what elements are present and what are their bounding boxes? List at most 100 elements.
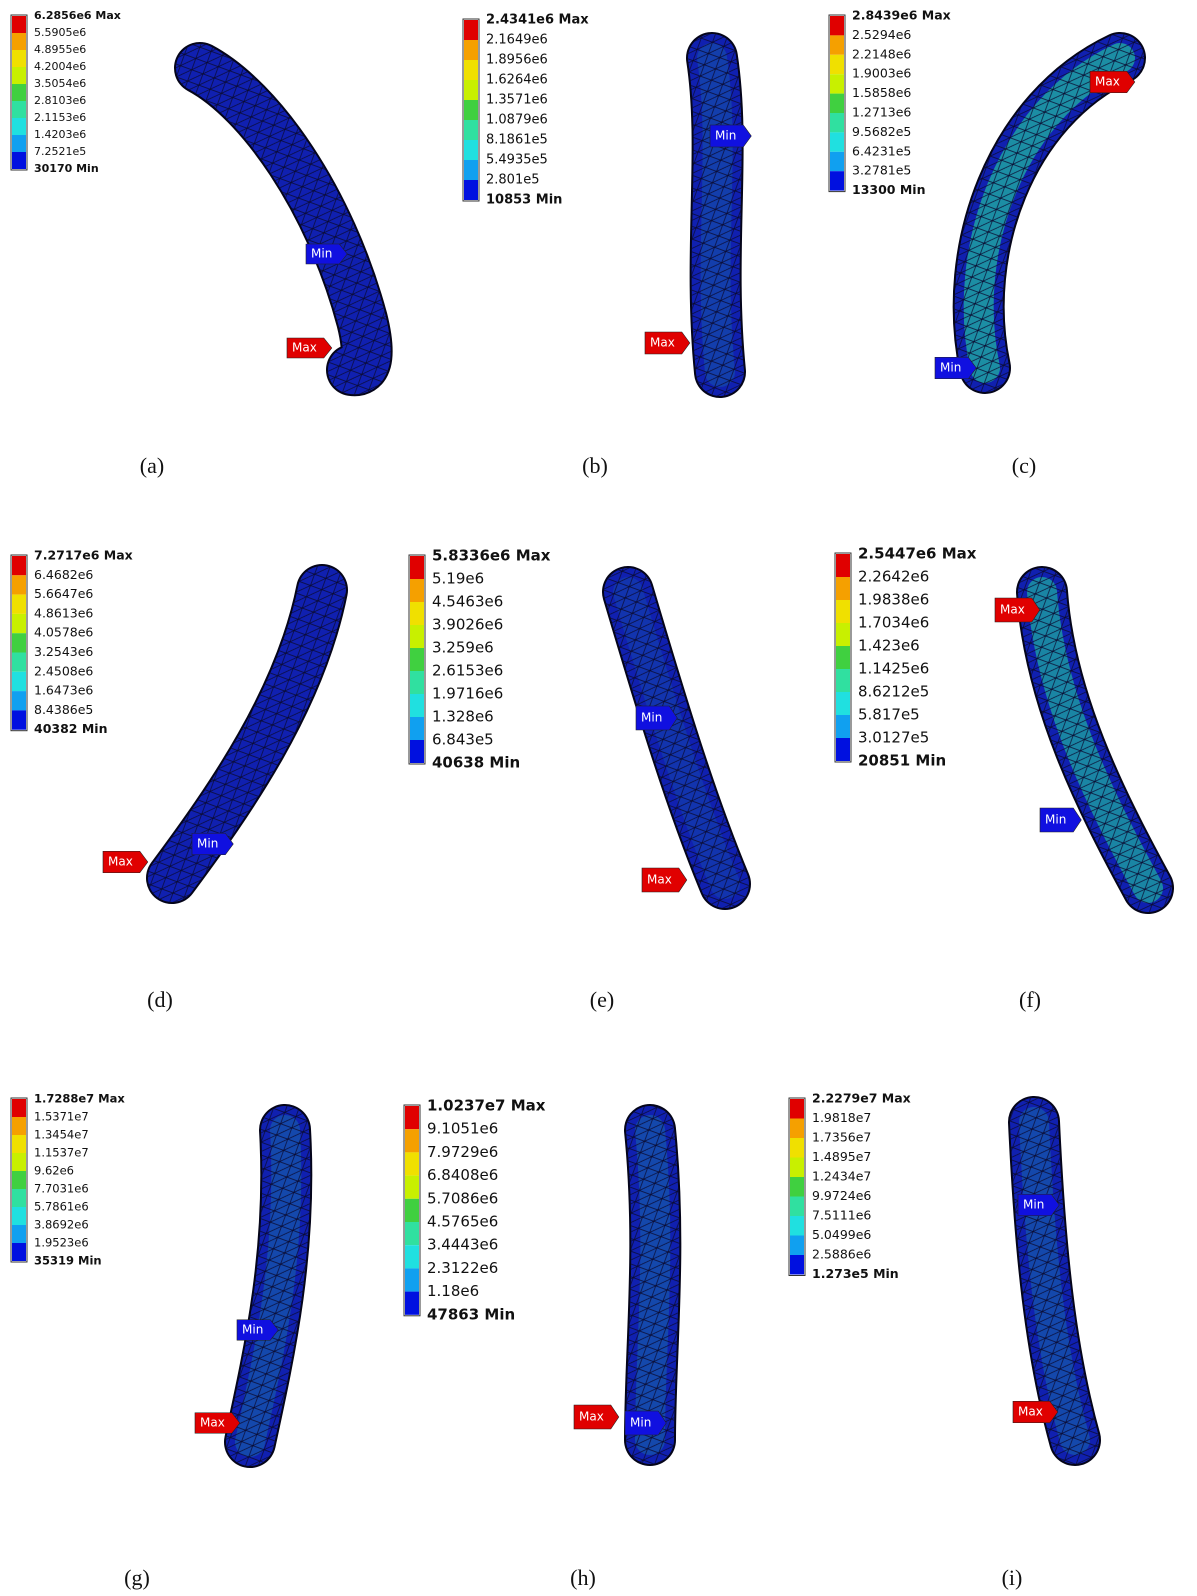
legend-label: 4.8955e6 — [34, 43, 86, 56]
legend-label: 1.1537e7 — [34, 1146, 89, 1160]
panel: 2.5447e6 Max2.2642e61.9838e61.7034e61.42… — [835, 545, 1148, 1013]
legend-swatch — [830, 171, 844, 190]
min-tag: Min — [237, 1320, 278, 1341]
legend-label: 1.2434e7 — [812, 1169, 871, 1184]
legend: 6.2856e6 Max5.5905e64.8955e64.2004e63.50… — [11, 9, 121, 175]
legend-swatch — [405, 1199, 419, 1222]
legend-swatch — [410, 556, 424, 579]
bone-mesh — [1042, 592, 1148, 888]
legend-swatch — [405, 1152, 419, 1175]
legend-swatch — [830, 94, 844, 113]
legend-label: 1.8956e6 — [486, 53, 548, 68]
legend-label: 2.5886e6 — [812, 1247, 871, 1262]
legend-label: 9.5682e5 — [852, 124, 911, 139]
bone-mesh — [628, 592, 725, 884]
max-tag: Max — [642, 868, 687, 892]
legend-swatch — [12, 135, 26, 152]
legend-label: 7.9729e6 — [427, 1143, 498, 1161]
panel-label: (c) — [1012, 453, 1036, 478]
legend-label: 1.9716e6 — [432, 685, 503, 703]
legend-swatch — [410, 579, 424, 602]
legend-swatch — [405, 1292, 419, 1315]
legend-swatch — [12, 1243, 26, 1261]
legend-label: 1.5858e6 — [852, 85, 911, 100]
min-tag: Min — [636, 706, 677, 730]
legend-swatch — [12, 595, 26, 614]
max-tag: Max — [287, 338, 332, 358]
panel-label: (g) — [124, 1565, 150, 1590]
legend-swatch — [836, 669, 850, 692]
legend-swatch — [12, 67, 26, 84]
legend-swatch — [836, 692, 850, 715]
legend-label: 1.2713e6 — [852, 105, 911, 120]
max-tag: Max — [1090, 71, 1135, 93]
legend-label: 5.7861e6 — [34, 1200, 89, 1214]
legend-label: 30170 Min — [34, 162, 99, 175]
min-tag: Min — [710, 125, 751, 147]
legend-swatch — [12, 1225, 26, 1243]
legend-label: 47863 Min — [427, 1305, 515, 1323]
legend-swatch — [790, 1177, 804, 1197]
legend-swatch — [464, 100, 478, 120]
panel-label: (a) — [140, 453, 164, 478]
legend-swatch — [12, 614, 26, 633]
legend-swatch — [12, 1189, 26, 1207]
legend-swatch — [410, 740, 424, 763]
bone-mesh — [650, 1130, 655, 1440]
legend-label: 4.5765e6 — [427, 1213, 498, 1231]
min-tag: Min — [625, 1411, 666, 1435]
legend-swatch — [836, 715, 850, 738]
legend-label: 2.801e5 — [486, 173, 540, 188]
legend-label: 4.8613e6 — [34, 605, 93, 620]
figure: 6.2856e6 Max5.5905e64.8955e64.2004e63.50… — [0, 0, 1197, 1596]
legend-label: 2.2148e6 — [852, 46, 911, 61]
legend-swatch — [464, 80, 478, 100]
panel: 5.8336e6 Max5.19e64.5463e63.9026e63.259e… — [409, 547, 725, 1013]
max-tag-text: Max — [1095, 75, 1120, 89]
min-tag-text: Min — [940, 361, 961, 375]
legend-swatch — [12, 633, 26, 652]
legend-label: 20851 Min — [858, 752, 946, 770]
max-tag-text: Max — [292, 341, 317, 355]
legend-swatch — [464, 160, 478, 180]
legend-label: 2.4508e6 — [34, 663, 93, 678]
legend-label: 2.5294e6 — [852, 27, 911, 42]
legend-swatch — [12, 556, 26, 575]
panel: 1.0237e7 Max9.1051e67.9729e66.8408e65.70… — [404, 1097, 655, 1591]
max-tag-text: Max — [108, 855, 133, 869]
legend-swatch — [12, 1117, 26, 1135]
legend-label: 5.5905e6 — [34, 26, 86, 39]
legend-swatch — [405, 1106, 419, 1129]
legend-label: 6.4231e5 — [852, 143, 911, 158]
legend-label: 3.2543e6 — [34, 644, 93, 659]
legend-label: 2.1649e6 — [486, 33, 548, 48]
legend-label: 4.2004e6 — [34, 60, 86, 73]
legend: 7.2717e6 Max6.4682e65.6647e64.8613e64.05… — [11, 548, 133, 737]
legend-swatch — [830, 35, 844, 54]
legend-label: 3.9026e6 — [432, 616, 503, 634]
legend-swatch — [410, 717, 424, 740]
legend-swatch — [410, 625, 424, 648]
legend-swatch — [12, 575, 26, 594]
legend-swatch — [790, 1099, 804, 1119]
legend-swatch — [790, 1216, 804, 1236]
legend: 2.5447e6 Max2.2642e61.9838e61.7034e61.42… — [835, 545, 977, 770]
min-tag-text: Min — [242, 1323, 263, 1337]
min-tag: Min — [935, 357, 976, 379]
panel: 2.4341e6 Max2.1649e61.8956e61.6264e61.35… — [463, 13, 720, 479]
panel-label: (i) — [1002, 1565, 1023, 1590]
legend-label: 1.9523e6 — [34, 1236, 89, 1250]
legend-label: 2.8439e6 Max — [852, 8, 951, 23]
max-tag: Max — [1013, 1401, 1058, 1423]
legend-swatch — [12, 691, 26, 710]
legend-label: 1.3454e7 — [34, 1128, 89, 1142]
legend-swatch — [464, 140, 478, 160]
legend-label: 1.6473e6 — [34, 683, 93, 698]
legend-swatch — [12, 152, 26, 169]
legend-label: 2.6153e6 — [432, 662, 503, 680]
legend-label: 2.5447e6 Max — [858, 545, 977, 563]
legend-label: 5.817e5 — [858, 706, 920, 724]
bone-mesh — [250, 1130, 286, 1442]
legend-label: 1.7356e7 — [812, 1130, 871, 1145]
legend-swatch — [12, 118, 26, 135]
